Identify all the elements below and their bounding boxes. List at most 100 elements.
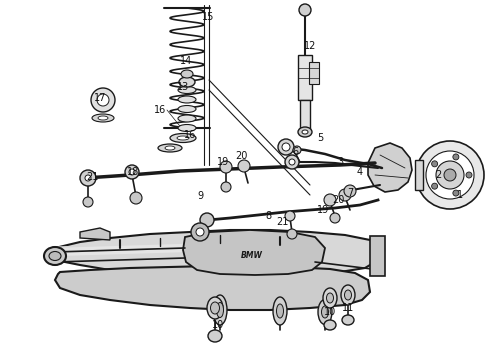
Circle shape [330,213,340,223]
Ellipse shape [217,302,223,318]
Text: 9: 9 [197,191,203,201]
Ellipse shape [178,115,196,122]
Ellipse shape [98,116,108,120]
Ellipse shape [170,134,196,143]
Ellipse shape [324,320,336,330]
Text: 19: 19 [317,205,329,215]
Text: 13: 13 [177,82,189,92]
Ellipse shape [177,136,189,140]
Text: 16: 16 [184,130,196,140]
Circle shape [287,229,297,239]
Bar [298,55,312,100]
Circle shape [299,4,311,16]
Bar [300,100,310,130]
Text: 6: 6 [292,147,298,157]
Circle shape [125,165,139,179]
Circle shape [466,172,472,178]
Circle shape [436,161,464,189]
Polygon shape [368,143,412,192]
Circle shape [220,161,232,173]
Text: 5: 5 [317,133,323,143]
Ellipse shape [341,285,355,305]
Circle shape [238,160,250,172]
Ellipse shape [344,290,351,300]
Ellipse shape [321,306,328,318]
Circle shape [97,94,109,106]
Bar [309,62,319,84]
Ellipse shape [181,70,193,78]
Text: 14: 14 [180,56,192,66]
Ellipse shape [178,125,196,131]
Polygon shape [55,266,370,310]
Bar [415,160,423,190]
Text: 20: 20 [235,151,247,161]
Ellipse shape [323,288,337,308]
Ellipse shape [298,127,312,137]
Ellipse shape [273,297,287,325]
Text: 15: 15 [202,12,214,22]
Ellipse shape [342,315,354,325]
Ellipse shape [207,297,223,319]
Text: 18: 18 [127,167,139,177]
Ellipse shape [213,295,227,325]
Circle shape [453,154,459,160]
Text: 7: 7 [347,188,353,198]
Text: 20: 20 [332,195,344,205]
Polygon shape [80,228,110,240]
Text: 16: 16 [154,105,166,115]
Ellipse shape [165,146,175,150]
Circle shape [278,139,294,155]
Ellipse shape [44,247,66,265]
Circle shape [285,211,295,221]
Ellipse shape [302,130,308,134]
Text: 8: 8 [265,211,271,221]
Circle shape [426,151,474,199]
Circle shape [83,197,93,207]
Ellipse shape [49,252,61,261]
Text: 21: 21 [276,217,288,227]
Circle shape [432,183,438,189]
Ellipse shape [178,105,196,112]
Circle shape [293,146,301,154]
Text: 3: 3 [337,157,343,167]
Ellipse shape [178,86,196,94]
Text: 21: 21 [86,172,98,182]
Circle shape [191,223,209,241]
Text: BMW: BMW [241,252,263,261]
Ellipse shape [179,77,195,87]
Text: 1: 1 [457,190,463,200]
Bar [370,236,385,276]
Text: 10: 10 [212,320,224,330]
Circle shape [200,213,214,227]
Circle shape [444,169,456,181]
Circle shape [324,194,336,206]
Text: 17: 17 [94,93,106,103]
Ellipse shape [211,302,220,314]
Circle shape [221,182,231,192]
Circle shape [432,161,438,167]
Ellipse shape [158,144,182,152]
Circle shape [285,155,299,169]
Ellipse shape [276,304,284,318]
Polygon shape [183,230,325,275]
Circle shape [416,141,484,209]
Text: 2: 2 [435,170,441,180]
Ellipse shape [318,300,332,324]
Text: 12: 12 [304,41,316,51]
Polygon shape [50,230,380,274]
Text: 4: 4 [357,167,363,177]
Circle shape [344,185,356,197]
Text: 19: 19 [217,157,229,167]
Circle shape [453,190,459,196]
Ellipse shape [178,96,196,103]
Circle shape [196,228,204,236]
Circle shape [91,88,115,112]
Circle shape [85,175,91,181]
Circle shape [80,170,96,186]
Circle shape [282,143,290,151]
Text: 11: 11 [342,303,354,313]
Ellipse shape [92,114,114,122]
Ellipse shape [326,293,334,303]
Ellipse shape [208,330,222,342]
Circle shape [129,169,135,175]
